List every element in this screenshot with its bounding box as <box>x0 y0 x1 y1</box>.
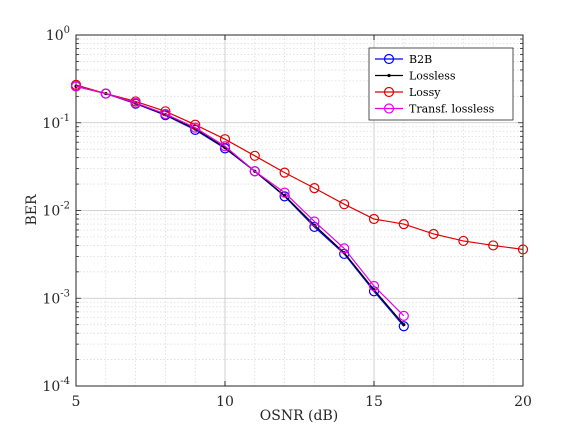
data-point <box>190 122 201 133</box>
data-point <box>160 108 171 120</box>
legend-label: Lossless <box>409 70 456 83</box>
data-point <box>190 119 201 130</box>
data-point <box>428 228 439 240</box>
data-point <box>309 216 320 227</box>
data-point <box>339 199 350 210</box>
data-point <box>130 97 141 109</box>
y-tick-label: 10-3 <box>42 288 70 307</box>
data-point <box>70 81 82 92</box>
legend-swatch-marker <box>383 86 395 98</box>
data-point <box>368 213 380 225</box>
data-point <box>283 193 287 198</box>
y-axis-label: BER <box>24 194 40 226</box>
data-point <box>488 240 499 251</box>
x-tick-label: 10 <box>216 394 234 410</box>
data-point <box>249 150 260 161</box>
x-axis-label: OSNR (dB) <box>260 408 338 424</box>
data-point <box>160 106 171 117</box>
legend-entry: Lossless <box>375 70 456 83</box>
data-point <box>309 182 320 194</box>
data-point <box>279 167 290 178</box>
legend-entry: B2B <box>375 53 432 66</box>
x-tick-label: 20 <box>514 394 532 410</box>
legend-label: Transf. lossless <box>409 103 495 116</box>
series <box>70 79 529 332</box>
legend-swatch-marker <box>387 73 391 78</box>
x-tick-label: 15 <box>365 394 383 410</box>
legend-swatch-marker <box>383 103 395 114</box>
tick-labels: 5 10 15 20 10-4 10-3 10-2 10-1 100 <box>42 25 531 410</box>
data-point <box>100 88 111 99</box>
y-tick-label: 100 <box>46 25 70 44</box>
legend-label: Lossy <box>409 86 441 99</box>
y-tick-label: 10-4 <box>42 376 70 395</box>
series-line <box>75 84 524 251</box>
data-point <box>339 243 350 254</box>
data-point <box>279 187 290 198</box>
grid <box>76 35 523 386</box>
series-lossy <box>70 79 529 255</box>
legend-label: B2B <box>409 53 432 66</box>
data-point <box>517 244 529 255</box>
y-tick-label: 10-1 <box>42 113 70 132</box>
data-point <box>398 310 409 321</box>
data-point <box>249 166 260 177</box>
data-point <box>368 280 380 292</box>
x-tick-label: 5 <box>72 394 81 410</box>
legend-entry: Lossy <box>375 86 441 99</box>
y-tick-label: 10-2 <box>42 201 70 220</box>
legend-entry: Transf. lossless <box>375 103 495 116</box>
data-point <box>458 235 469 247</box>
axes <box>75 34 524 387</box>
legend: B2B Lossless Lossy Transf. lossless <box>368 47 514 121</box>
legend-swatch-marker <box>383 53 395 65</box>
data-point <box>398 321 409 332</box>
series-transf-lossless <box>70 81 409 321</box>
series-line <box>75 85 405 317</box>
data-point <box>398 218 409 230</box>
data-point <box>402 323 406 327</box>
data-point <box>309 221 320 233</box>
data-point <box>219 141 231 152</box>
data-point <box>219 134 231 145</box>
